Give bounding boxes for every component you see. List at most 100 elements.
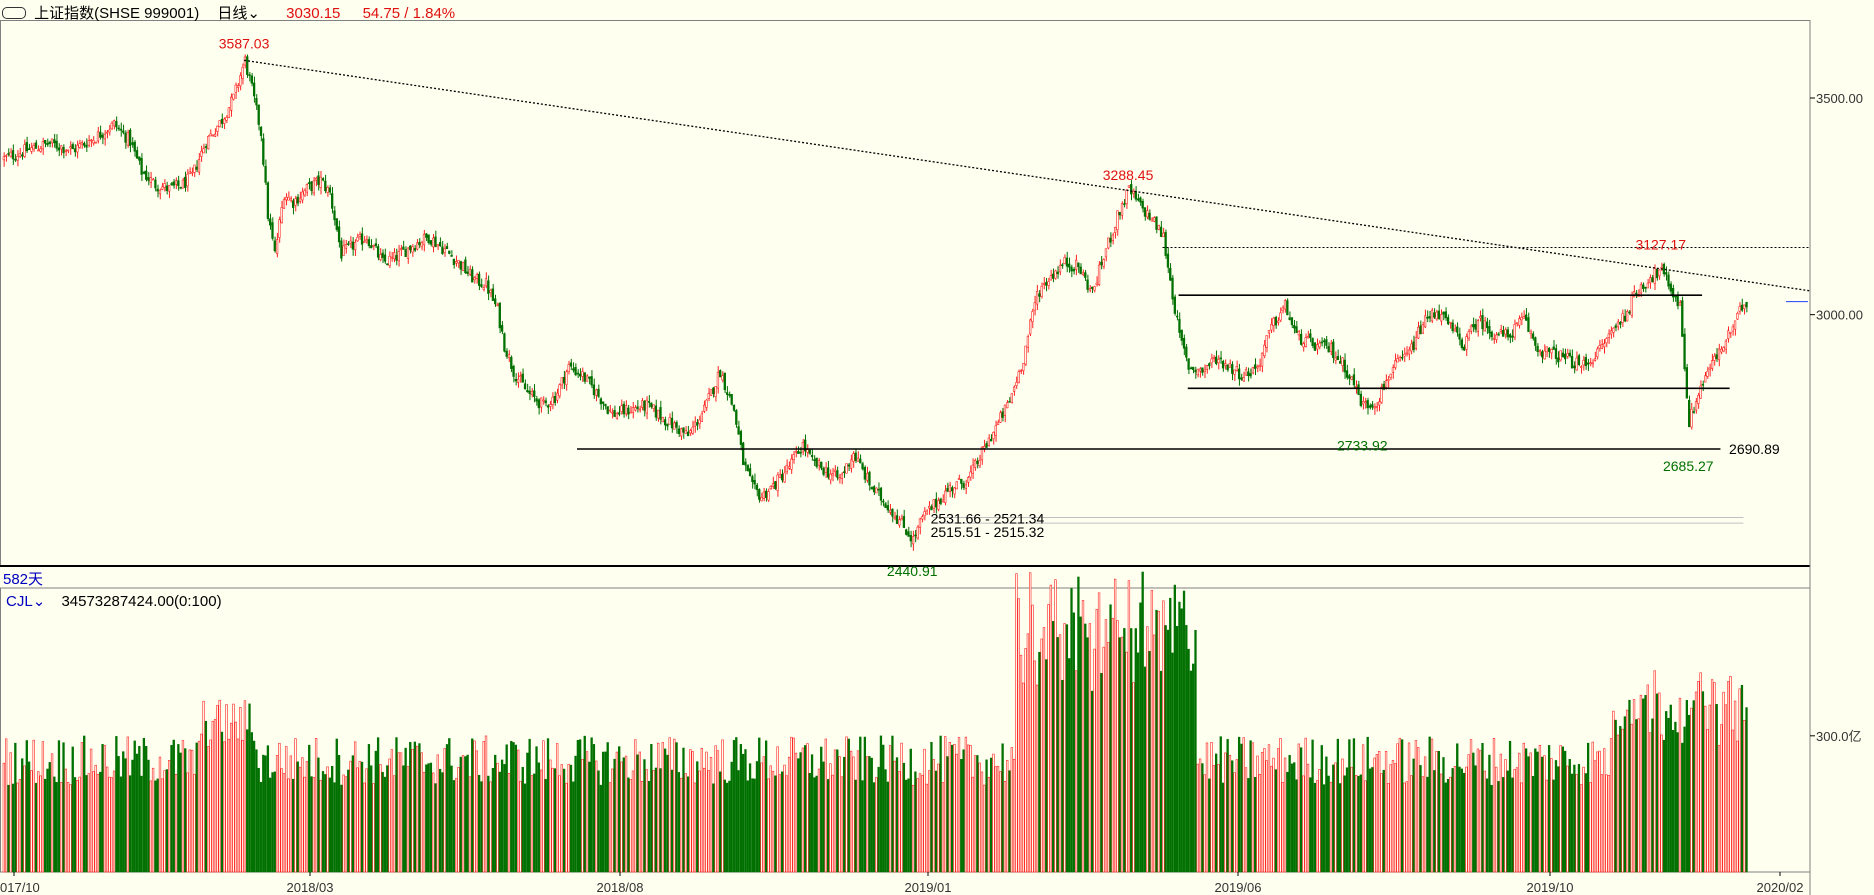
volume-bar xyxy=(1125,651,1128,873)
candle-body xyxy=(115,121,118,128)
volume-bar xyxy=(1139,602,1142,873)
candle-body xyxy=(1417,326,1420,339)
volume-bar xyxy=(686,776,690,873)
volume-bar xyxy=(1720,724,1723,873)
volume-bar xyxy=(1070,588,1073,873)
volume-bar xyxy=(1639,694,1643,873)
candle-body xyxy=(712,387,715,395)
volume-bar xyxy=(730,761,733,873)
candle-body xyxy=(955,481,958,490)
volume-bar xyxy=(1325,756,1328,873)
volume-bar xyxy=(680,777,683,873)
volume-bar xyxy=(195,742,198,873)
volume-bar xyxy=(305,761,309,873)
volume-bar xyxy=(484,735,488,873)
range-upper-label: 2531.66 - 2521.34 xyxy=(931,510,1045,526)
volume-bar xyxy=(46,768,49,873)
volume-bar xyxy=(937,763,940,873)
candle-body xyxy=(930,506,933,511)
candle-body xyxy=(1527,317,1530,332)
candle-body xyxy=(1564,353,1567,360)
candle-body xyxy=(1111,234,1114,241)
candle-body xyxy=(119,128,123,131)
volume-bar xyxy=(1676,732,1679,873)
candle-body xyxy=(1435,311,1438,320)
candle-body xyxy=(833,469,837,473)
candle-body xyxy=(1508,334,1512,338)
volume-bar xyxy=(496,762,499,873)
indicator-selector[interactable]: CJL⌄ xyxy=(6,593,49,610)
volume-bar xyxy=(60,782,63,873)
candle-body xyxy=(92,140,95,144)
candle-body xyxy=(409,245,412,251)
volume-bar xyxy=(1322,784,1326,873)
volume-bar xyxy=(1552,779,1555,873)
candle-body xyxy=(535,398,538,402)
volume-bar xyxy=(1524,748,1528,873)
volume-bar xyxy=(1010,747,1013,873)
volume-bar xyxy=(1198,758,1202,873)
candle-body xyxy=(1063,257,1066,264)
volume-bar xyxy=(1235,759,1238,873)
candle-body xyxy=(762,491,765,499)
volume-bar xyxy=(262,754,265,873)
candle-body xyxy=(1361,401,1365,405)
candle-body xyxy=(820,461,823,469)
volume-bar xyxy=(1557,766,1560,873)
candle-body xyxy=(627,407,630,415)
volume-bar xyxy=(1348,739,1351,873)
period-selector[interactable]: 日线⌄ xyxy=(217,5,264,22)
candle-body xyxy=(1320,341,1323,344)
volume-bar xyxy=(1203,774,1206,873)
volume-bar xyxy=(964,736,968,873)
candle-body xyxy=(1061,264,1064,267)
volume-bar xyxy=(1107,642,1110,873)
volume-bar xyxy=(872,782,876,873)
candle-body xyxy=(266,182,270,219)
candle-body xyxy=(1306,336,1310,339)
candle-body xyxy=(673,422,676,430)
volume-bar xyxy=(898,771,901,873)
volume-bar xyxy=(1178,601,1181,873)
volume-bar xyxy=(37,771,40,873)
volume-bar xyxy=(973,755,977,873)
volume-bar xyxy=(553,768,557,873)
link-icon[interactable] xyxy=(2,7,26,19)
volume-bar xyxy=(1194,630,1197,873)
candle-body xyxy=(519,375,522,378)
candle-body xyxy=(197,159,201,173)
volume-bar xyxy=(11,783,15,873)
volume-bar xyxy=(544,779,547,873)
candle-body xyxy=(73,148,77,153)
volume-bar xyxy=(916,778,919,873)
volume-bar xyxy=(1217,764,1220,873)
candle-body xyxy=(530,390,534,396)
candle-body xyxy=(719,370,722,378)
candle-body xyxy=(1391,367,1395,373)
volume-bar xyxy=(455,778,458,873)
candle-body xyxy=(1458,333,1461,340)
candle-body xyxy=(606,406,609,414)
candle-body xyxy=(1642,284,1645,290)
candle-body xyxy=(1116,210,1119,231)
volume-bar xyxy=(475,750,478,873)
volume-bar xyxy=(1492,737,1496,873)
candle-body xyxy=(1387,379,1390,382)
candle-body xyxy=(337,226,341,243)
volume-bar xyxy=(1380,773,1383,873)
candle-body xyxy=(746,465,749,471)
volume-bar xyxy=(1081,600,1085,873)
candle-body xyxy=(349,240,352,244)
volume-bar xyxy=(1093,648,1096,873)
volume-bar xyxy=(1045,659,1048,873)
candle-body xyxy=(1681,300,1684,337)
candle-body xyxy=(517,378,520,383)
candle-body xyxy=(985,443,988,448)
candle-body xyxy=(317,175,320,185)
volume-bar xyxy=(854,779,857,873)
candle-body xyxy=(1400,356,1404,359)
volume-bar xyxy=(209,739,212,873)
candle-body xyxy=(923,511,926,517)
candle-body xyxy=(1743,304,1746,310)
